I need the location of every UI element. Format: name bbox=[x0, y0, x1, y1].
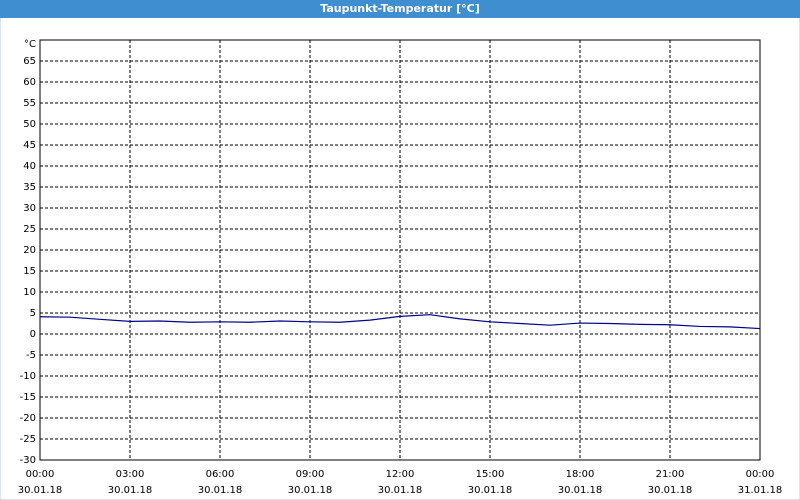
y-tick-label: 45 bbox=[23, 140, 36, 151]
x-tick-label: 18:00 bbox=[566, 469, 595, 480]
y-tick-label: -30 bbox=[20, 455, 36, 466]
x-tick-label: 06:00 bbox=[206, 469, 235, 480]
y-tick-label: -10 bbox=[20, 371, 36, 382]
y-tick-label: 55 bbox=[23, 98, 36, 109]
y-unit: °C bbox=[24, 39, 36, 50]
data-line bbox=[39, 314, 761, 330]
y-tick-label: 5 bbox=[30, 308, 36, 319]
x-tick-date: 30.01.18 bbox=[468, 485, 513, 496]
x-tick-date: 30.01.18 bbox=[648, 485, 693, 496]
x-tick-date: 30.01.18 bbox=[558, 485, 603, 496]
y-tick-label: -5 bbox=[26, 350, 36, 361]
chart-title: Taupunkt-Temperatur [°C] bbox=[320, 2, 480, 15]
title-bar bbox=[0, 0, 800, 18]
x-tick-date: 30.01.18 bbox=[288, 485, 333, 496]
y-tick-label: -15 bbox=[20, 392, 36, 403]
x-tick-date: 30.01.18 bbox=[108, 485, 153, 496]
y-tick-label: 25 bbox=[23, 224, 36, 235]
x-tick-date: 30.01.18 bbox=[198, 485, 243, 496]
x-tick-date: 30.01.18 bbox=[378, 485, 423, 496]
y-tick-label: 40 bbox=[23, 161, 36, 172]
x-tick-label: 21:00 bbox=[656, 469, 685, 480]
y-tick-label: 60 bbox=[23, 77, 36, 88]
x-tick-label: 03:00 bbox=[116, 469, 145, 480]
y-tick-label: 35 bbox=[23, 182, 36, 193]
y-tick-label: 0 bbox=[30, 329, 36, 340]
y-tick-label: 65 bbox=[23, 56, 36, 67]
x-tick-label: 00:00 bbox=[26, 469, 55, 480]
x-tick-label: 09:00 bbox=[296, 469, 325, 480]
y-tick-label: 30 bbox=[23, 203, 36, 214]
x-tick-label: 15:00 bbox=[476, 469, 505, 480]
x-tick-label: 00:00 bbox=[746, 469, 775, 480]
y-tick-label: 10 bbox=[23, 287, 36, 298]
x-tick-date: 31.01.18 bbox=[738, 485, 783, 496]
y-tick-label: -25 bbox=[20, 434, 36, 445]
x-tick-label: 12:00 bbox=[386, 469, 415, 480]
y-tick-label: 50 bbox=[23, 119, 36, 130]
y-tick-label: -20 bbox=[20, 413, 36, 424]
y-tick-label: 20 bbox=[23, 245, 36, 256]
x-tick-date: 30.01.18 bbox=[18, 485, 63, 496]
y-tick-label: 15 bbox=[23, 266, 36, 277]
